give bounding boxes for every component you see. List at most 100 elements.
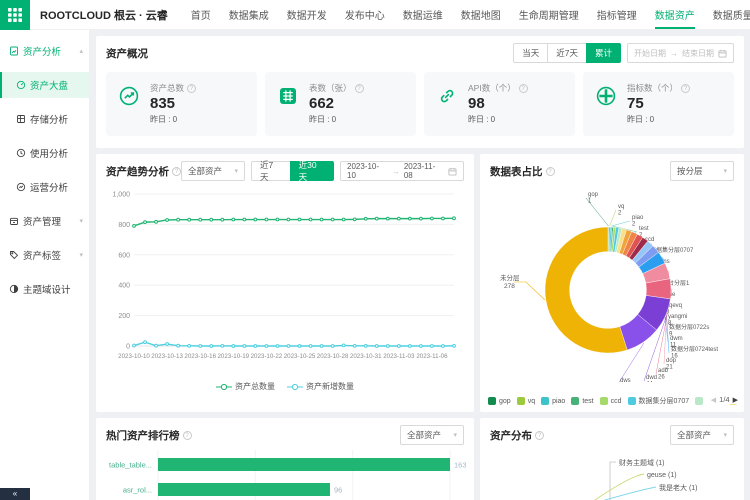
stat-card-3: API数（个）? 98 昨日 : 0 <box>424 72 575 136</box>
range-button-近30天[interactable]: 近30天 <box>289 160 334 182</box>
range-button-当天[interactable]: 当天 <box>513 43 549 63</box>
date-start-placeholder: 开始日期 <box>634 48 666 58</box>
sidebar-item-2[interactable]: 存储分析 <box>0 106 89 132</box>
stat-value: 662 <box>309 95 335 112</box>
sidebar-group-1[interactable]: 资产分析 ▴ <box>0 38 89 64</box>
legend-prev-button[interactable]: ◀ <box>710 396 717 404</box>
legend-swatch <box>571 397 580 405</box>
chevron-down-icon: ▾ <box>723 168 727 175</box>
legend-swatch <box>627 397 636 405</box>
calendar-icon <box>718 49 727 58</box>
svg-text:adb: adb <box>658 368 669 374</box>
stat-card-2: 表数（张）? 662 昨日 : 0 <box>265 72 416 136</box>
ranking-bar-chart: table_table... 163 asr_rol... 96 <box>109 450 467 500</box>
svg-text:vq: vq <box>618 204 624 210</box>
trend-range-group: 近7天 近30天 <box>250 160 334 182</box>
chart-doc-icon <box>10 46 18 56</box>
svg-text:2023-10-28: 2023-10-28 <box>317 353 349 360</box>
nav-item-3[interactable]: 数据开发 <box>286 11 327 22</box>
legend-next-button[interactable]: ▶ <box>732 396 738 404</box>
sidebar-group-2[interactable]: 资产管理 ▾ <box>0 208 89 234</box>
nav-item-2[interactable]: 数据集成 <box>228 11 269 22</box>
table-count-icon <box>280 88 296 104</box>
nav-item-8[interactable]: 指标管理 <box>596 11 637 22</box>
nav-item-9[interactable]: 数据资产 <box>646 0 704 29</box>
distribution-info-icon[interactable]: ? <box>535 430 544 440</box>
svg-text:数据分层0724test: 数据分层0724test <box>671 345 718 353</box>
tag-icon <box>10 251 19 260</box>
nav-item-4[interactable]: 发布中心 <box>344 11 385 22</box>
tree-node-label[interactable]: 财务主题域 (1) <box>619 458 665 467</box>
legend-item-2[interactable]: 资产新增数量 <box>287 381 354 392</box>
svg-text:2023-10-13: 2023-10-13 <box>151 353 183 360</box>
app-logo[interactable] <box>0 0 30 30</box>
top-navbar: ROOTCLOUD 根云 · 云睿 首页 数据集成 数据开发 发布中心 数据运维 数据地图… <box>0 0 750 30</box>
tree-node-label[interactable]: 我是老大 (1) <box>659 483 698 492</box>
donut-legend-item-4[interactable]: test <box>571 397 594 405</box>
trend-info-icon[interactable]: ? <box>172 166 181 176</box>
donut-legend-item-3[interactable]: piao <box>541 397 565 405</box>
nav-item-7[interactable]: 生命周期管理 <box>518 11 579 22</box>
donut-legend-item-5[interactable]: ccd <box>599 397 622 405</box>
trend-date-start: 2023-10-10 <box>347 162 380 180</box>
card-info-icon[interactable]: ? <box>187 84 197 93</box>
distribution-asset-select[interactable]: 全部资产 ▾ <box>670 425 734 445</box>
overview-date-range[interactable]: 开始日期 → 结束日期 <box>627 43 734 63</box>
chevron-down-icon: ▾ <box>453 432 457 439</box>
svg-text:asr_rol...: asr_rol... <box>123 486 152 495</box>
svg-text:2023-10-31: 2023-10-31 <box>350 353 382 360</box>
tree-node-label[interactable]: geuse (1) <box>647 472 677 479</box>
sidebar-item-4[interactable]: 运营分析 <box>0 174 89 200</box>
svg-text:2023-10-10: 2023-10-10 <box>118 353 150 360</box>
svg-text:数据分层0722s: 数据分层0722s <box>669 323 709 331</box>
chevron-down-icon: ▾ <box>79 252 83 259</box>
svg-text:2023-11-06: 2023-11-06 <box>416 353 448 360</box>
card-info-icon[interactable]: ? <box>681 84 691 93</box>
nav-item-6[interactable]: 数据地图 <box>460 11 501 22</box>
nav-item-1[interactable]: 首页 <box>190 11 211 22</box>
sidebar-item-1[interactable]: 资产大盘 <box>0 72 89 98</box>
ranking-asset-select[interactable]: 全部资产 ▾ <box>400 425 464 445</box>
legend-item-1[interactable]: 资产总数量 <box>216 381 275 392</box>
nav-item-10[interactable]: 数据质量 <box>712 11 750 22</box>
donut-legend-item-2[interactable]: vq <box>516 397 535 405</box>
donut-legend-pagination: ◀ 1/4 ▶ <box>705 396 738 404</box>
sidebar-group-3[interactable]: 资产标签 ▾ <box>0 242 89 268</box>
donut-info-icon[interactable]: ? <box>545 166 555 176</box>
svg-text:0: 0 <box>126 344 130 351</box>
range-button-累计[interactable]: 累计 <box>585 43 621 63</box>
donut-legend-item-6[interactable]: 数据集分层0707 <box>627 396 689 406</box>
ranking-title: 热门资产排行榜 <box>106 429 180 442</box>
distribution-tree: 财务主题域 (1) geuse (1) 我是老大 (1) <box>594 458 698 500</box>
overview-title: 资产概况 <box>106 47 148 60</box>
layer-select[interactable]: 按分层 ▾ <box>670 161 734 181</box>
usage-clock-icon <box>16 148 26 158</box>
legend-marker <box>216 383 232 390</box>
trend-asset-select[interactable]: 全部资产 ▾ <box>180 161 245 181</box>
sidebar-collapse-button[interactable]: « <box>0 488 30 500</box>
card-info-icon[interactable]: ? <box>354 84 364 93</box>
svg-text:16: 16 <box>671 354 678 360</box>
card-info-icon[interactable]: ? <box>518 84 528 93</box>
svg-text:2023-10-25: 2023-10-25 <box>284 353 316 360</box>
stat-yesterday: 昨日 : 0 <box>150 115 178 124</box>
nav-item-5[interactable]: 数据运维 <box>402 11 443 22</box>
range-button-近7天[interactable]: 近7天 <box>250 160 291 182</box>
svg-text:ccd: ccd <box>645 237 654 243</box>
svg-text:2023-11-03: 2023-11-03 <box>383 353 415 360</box>
svg-text:96: 96 <box>334 486 342 495</box>
operation-icon <box>16 182 26 192</box>
svg-text:1: 1 <box>588 199 592 205</box>
donut-legend: gopvqpiaotestccd数据集分层0707domsdi◀1/4▶ <box>488 396 738 406</box>
sidebar-item-3[interactable]: 使用分析 <box>0 140 89 166</box>
donut-legend-item-1[interactable]: gop <box>488 397 511 405</box>
trend-date-range[interactable]: 2023-10-10 → 2023-11-08 <box>340 161 464 181</box>
stat-value: 75 <box>627 95 644 112</box>
range-button-近7天[interactable]: 近7天 <box>547 43 587 63</box>
ranking-info-icon[interactable]: ? <box>182 430 192 440</box>
legend-swatch <box>541 397 550 405</box>
stat-cards: 资产总数? 835 昨日 : 0 表数（张）? 662 昨日 : 0 API数（个）? 98 昨… <box>96 68 744 136</box>
svg-text:2: 2 <box>618 211 622 217</box>
sidebar-group-4[interactable]: 主题域设计 <box>0 276 89 302</box>
